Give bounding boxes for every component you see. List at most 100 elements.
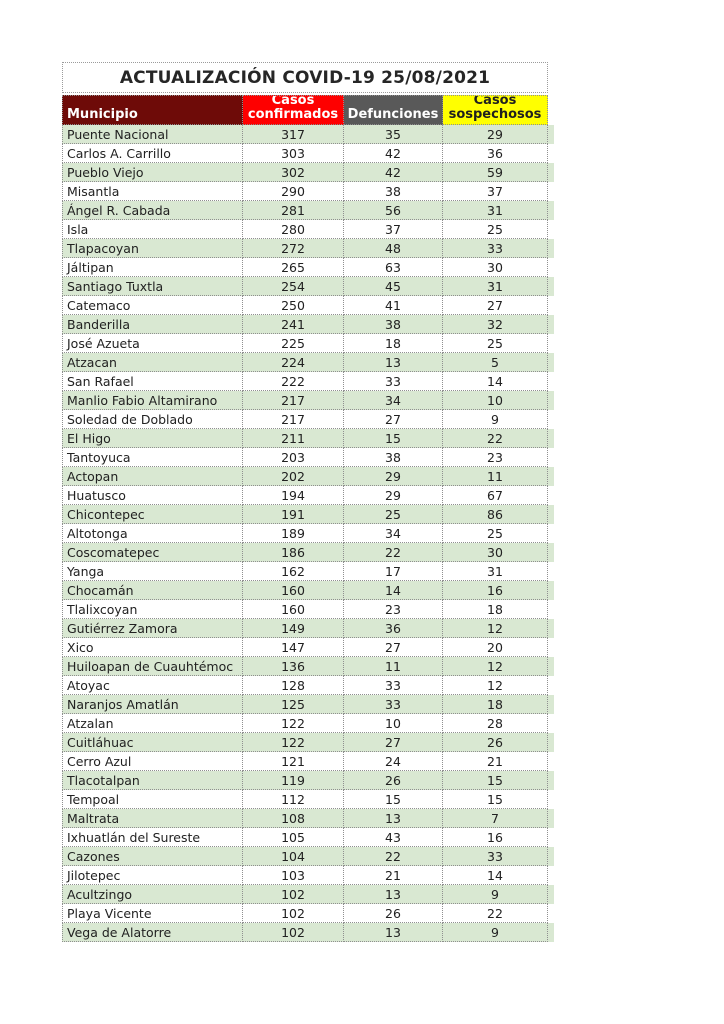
table-row: Jilotepec 103 21 14: [62, 866, 554, 885]
column-header-defunciones: Defunciones: [344, 95, 443, 125]
confirmados-cell: 203: [243, 448, 344, 467]
defunciones-cell: 33: [344, 695, 443, 714]
defunciones-cell: 38: [344, 448, 443, 467]
municipio-cell: Xico: [62, 638, 243, 657]
table-row: Chocamán 160 14 16: [62, 581, 554, 600]
row-fill-overhang: [548, 581, 554, 600]
table-row: Vega de Alatorre 102 13 9: [62, 923, 554, 942]
municipio-cell: Vega de Alatorre: [62, 923, 243, 942]
municipio-cell: Tlapacoyan: [62, 239, 243, 258]
table-row: Cuitláhuac 122 27 26: [62, 733, 554, 752]
table-row: Tlapacoyan 272 48 33: [62, 239, 554, 258]
sospechosos-cell: 27: [443, 296, 548, 315]
table-row: Puente Nacional 317 35 29: [62, 125, 554, 144]
defunciones-cell: 25: [344, 505, 443, 524]
municipio-cell: Jáltipan: [62, 258, 243, 277]
row-fill-overhang: [548, 543, 554, 562]
sospechosos-cell: 21: [443, 752, 548, 771]
confirmados-cell: 147: [243, 638, 344, 657]
confirmados-cell: 160: [243, 581, 344, 600]
sospechosos-cell: 15: [443, 790, 548, 809]
table-row: Tempoal 112 15 15: [62, 790, 554, 809]
municipio-cell: Cerro Azul: [62, 752, 243, 771]
confirmados-cell: 122: [243, 714, 344, 733]
table-row: Banderilla 241 38 32: [62, 315, 554, 334]
column-header-municipio: Municipio: [62, 95, 243, 125]
confirmados-cell: 265: [243, 258, 344, 277]
sospechosos-cell: 31: [443, 201, 548, 220]
sospechosos-cell: 9: [443, 885, 548, 904]
sospechosos-cell: 16: [443, 581, 548, 600]
defunciones-cell: 45: [344, 277, 443, 296]
sospechosos-cell: 33: [443, 239, 548, 258]
defunciones-cell: 34: [344, 524, 443, 543]
municipio-cell: San Rafael: [62, 372, 243, 391]
confirmados-cell: 186: [243, 543, 344, 562]
table-row: José Azueta 225 18 25: [62, 334, 554, 353]
defunciones-cell: 34: [344, 391, 443, 410]
defunciones-cell: 33: [344, 676, 443, 695]
row-fill-overhang: [548, 809, 554, 828]
table-row: Coscomatepec 186 22 30: [62, 543, 554, 562]
table-row: Altotonga 189 34 25: [62, 524, 554, 543]
defunciones-cell: 42: [344, 144, 443, 163]
municipio-cell: Naranjos Amatlán: [62, 695, 243, 714]
row-fill-overhang: [548, 790, 554, 809]
municipio-cell: Ixhuatlán del Sureste: [62, 828, 243, 847]
table-row: Gutiérrez Zamora 149 36 12: [62, 619, 554, 638]
row-fill-overhang: [548, 771, 554, 790]
sospechosos-cell: 26: [443, 733, 548, 752]
row-fill-overhang: [548, 467, 554, 486]
defunciones-cell: 42: [344, 163, 443, 182]
sospechosos-cell: 10: [443, 391, 548, 410]
confirmados-cell: 112: [243, 790, 344, 809]
table-row: Huiloapan de Cuauhtémoc 136 11 12: [62, 657, 554, 676]
table-row: El Higo 211 15 22: [62, 429, 554, 448]
table-body: Puente Nacional 317 35 29 Carlos A. Carrillo…: [62, 125, 554, 942]
sospechosos-cell: 12: [443, 657, 548, 676]
confirmados-cell: 121: [243, 752, 344, 771]
defunciones-cell: 13: [344, 885, 443, 904]
defunciones-cell: 15: [344, 790, 443, 809]
defunciones-cell: 38: [344, 315, 443, 334]
row-fill-overhang: [548, 239, 554, 258]
row-fill-overhang: [548, 125, 554, 144]
municipio-cell: Santiago Tuxtla: [62, 277, 243, 296]
confirmados-cell: 149: [243, 619, 344, 638]
municipio-cell: Manlio Fabio Altamirano: [62, 391, 243, 410]
table-header-row: Municipio Casos confirmados Defunciones Cas…: [62, 95, 554, 125]
defunciones-cell: 15: [344, 429, 443, 448]
row-fill-overhang: [548, 923, 554, 942]
confirmados-cell: 303: [243, 144, 344, 163]
sospechosos-cell: 12: [443, 619, 548, 638]
defunciones-cell: 13: [344, 809, 443, 828]
table-row: Cazones 104 22 33: [62, 847, 554, 866]
row-fill-overhang: [548, 695, 554, 714]
confirmados-cell: 191: [243, 505, 344, 524]
row-fill-overhang: [548, 676, 554, 695]
defunciones-cell: 27: [344, 410, 443, 429]
confirmados-cell: 254: [243, 277, 344, 296]
sospechosos-cell: 15: [443, 771, 548, 790]
table-row: Chicontepec 191 25 86: [62, 505, 554, 524]
sospechosos-cell: 31: [443, 562, 548, 581]
table-row: Cerro Azul 121 24 21: [62, 752, 554, 771]
sospechosos-cell: 12: [443, 676, 548, 695]
defunciones-cell: 38: [344, 182, 443, 201]
table-row: Tantoyuca 203 38 23: [62, 448, 554, 467]
municipio-cell: Actopan: [62, 467, 243, 486]
row-fill-overhang: [548, 144, 554, 163]
sospechosos-cell: 59: [443, 163, 548, 182]
table-row: Tlalixcoyan 160 23 18: [62, 600, 554, 619]
row-fill-overhang: [548, 752, 554, 771]
table-row: Yanga 162 17 31: [62, 562, 554, 581]
table-row: Atoyac 128 33 12: [62, 676, 554, 695]
sospechosos-cell: 28: [443, 714, 548, 733]
confirmados-cell: 105: [243, 828, 344, 847]
table-row: Soledad de Doblado 217 27 9: [62, 410, 554, 429]
row-fill-overhang: [548, 391, 554, 410]
confirmados-cell: 272: [243, 239, 344, 258]
row-fill-overhang: [548, 847, 554, 866]
defunciones-cell: 22: [344, 543, 443, 562]
